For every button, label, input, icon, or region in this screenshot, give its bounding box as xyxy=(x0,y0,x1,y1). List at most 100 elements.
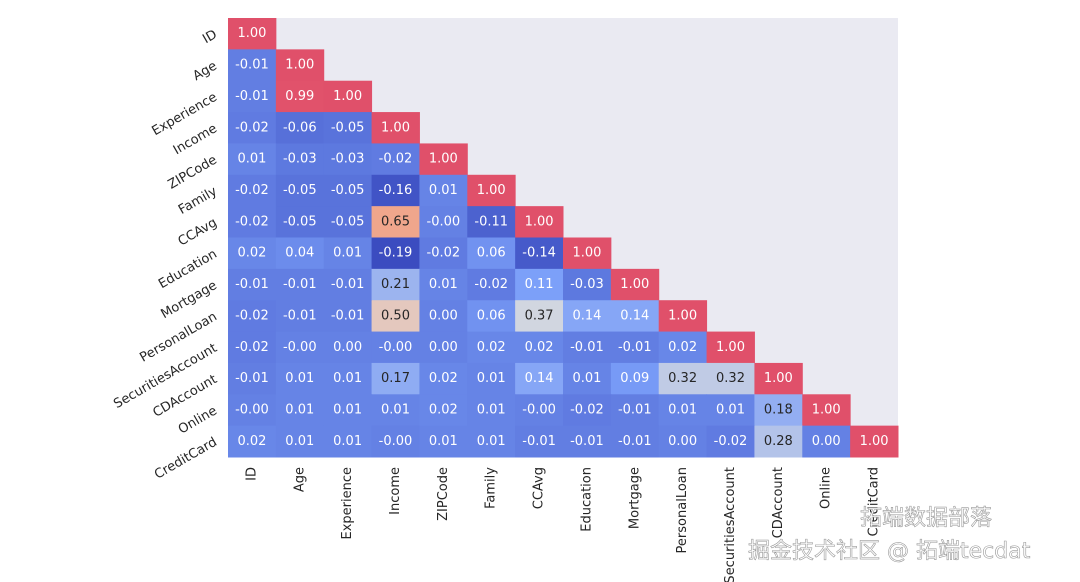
heatmap-cell xyxy=(275,49,325,82)
heatmap-cell xyxy=(323,362,373,395)
heatmap-cell xyxy=(563,237,612,270)
heatmap-cell xyxy=(419,331,468,364)
heatmap-cell xyxy=(658,300,708,333)
cell-label: 0.28 xyxy=(764,434,793,449)
heatmap-cell xyxy=(563,362,612,395)
heatmap-cell xyxy=(371,206,420,238)
heatmap-cell xyxy=(706,425,755,458)
cell-label: -0.01 xyxy=(235,89,269,104)
cell-label: -0.14 xyxy=(522,246,556,261)
heatmap-cell xyxy=(275,425,325,458)
cell-label: 0.14 xyxy=(572,308,601,323)
heatmap-cell xyxy=(515,362,564,395)
heatmap-cell xyxy=(323,300,373,333)
watermark-group: 拓端数据部落 掘金技术社区 @ 拓端tecdat xyxy=(748,506,1031,565)
heatmap-cell xyxy=(371,425,420,458)
heatmap-cell xyxy=(275,206,325,238)
cell-label: -0.00 xyxy=(427,214,461,229)
heatmap-cell xyxy=(323,143,373,176)
cell-label: 1.00 xyxy=(429,152,458,167)
x-tick-label: PersonalLoan xyxy=(675,467,690,553)
cell-label: 0.04 xyxy=(285,246,314,261)
heatmap-cell xyxy=(419,300,468,333)
heatmap-cell xyxy=(323,394,373,427)
heatmap-cell xyxy=(610,331,660,364)
cell-label: -0.00 xyxy=(379,340,413,355)
heatmap-cell xyxy=(275,300,325,333)
heatmap-cell xyxy=(323,331,373,364)
x-tick-label: Online xyxy=(819,467,834,509)
heatmap-cell xyxy=(467,394,516,427)
cell-label: -0.03 xyxy=(570,277,604,292)
cell-label: -0.01 xyxy=(570,434,604,449)
heatmap-cell xyxy=(419,143,468,176)
cell-label: 0.99 xyxy=(285,89,314,104)
heatmap-cell xyxy=(515,206,564,238)
x-tick-label: CCAvg xyxy=(532,467,547,509)
cell-label: 0.32 xyxy=(716,371,745,386)
heatmap-cell xyxy=(371,300,420,333)
cell-label: 0.00 xyxy=(668,434,697,449)
heatmap-cell xyxy=(563,331,612,364)
cell-label: 0.00 xyxy=(429,340,458,355)
cell-label: -0.01 xyxy=(283,308,317,323)
cell-label: 1.00 xyxy=(764,371,793,386)
cell-label: -0.00 xyxy=(522,402,556,417)
cell-label: 0.50 xyxy=(381,308,410,323)
heatmap-cell xyxy=(371,174,420,207)
cell-label: 0.65 xyxy=(381,214,410,229)
heatmap-cell xyxy=(371,237,420,270)
heatmap-cell xyxy=(515,268,564,301)
cell-label: 0.14 xyxy=(620,308,649,323)
cell-label: -0.02 xyxy=(235,183,269,198)
heatmap-cell xyxy=(850,425,899,458)
heatmap-cell xyxy=(515,237,564,270)
y-tick-label: Online xyxy=(176,403,220,437)
heatmap-cell xyxy=(658,362,708,395)
heatmap-cell xyxy=(610,268,660,301)
cell-label: -0.05 xyxy=(283,214,317,229)
cell-label: 0.01 xyxy=(333,434,362,449)
heatmap-cell xyxy=(515,300,564,333)
heatmap-cell xyxy=(610,300,660,333)
cell-label: -0.06 xyxy=(283,120,317,135)
cell-label: -0.01 xyxy=(331,308,365,323)
heatmap-cell xyxy=(275,174,325,207)
heatmap-cell xyxy=(371,112,420,144)
cell-label: 0.06 xyxy=(477,246,506,261)
heatmap-cell xyxy=(419,174,468,207)
cell-label: 1.00 xyxy=(333,89,362,104)
heatmap-cell xyxy=(228,49,277,82)
heatmap-cell xyxy=(419,425,468,458)
cell-label: 1.00 xyxy=(237,26,266,41)
cell-label: 0.02 xyxy=(525,340,554,355)
heatmap-cell xyxy=(706,394,755,427)
heatmap-cell xyxy=(228,143,277,176)
x-tick-label: Age xyxy=(292,467,307,492)
cell-label: 1.00 xyxy=(668,308,697,323)
cell-label: -0.01 xyxy=(235,371,269,386)
cell-label: 0.17 xyxy=(381,371,410,386)
cell-label: 0.01 xyxy=(716,402,745,417)
cell-label: 0.02 xyxy=(429,402,458,417)
heatmap-cell xyxy=(228,206,277,238)
heatmap-cell xyxy=(323,425,373,458)
cell-label: -0.01 xyxy=(331,277,365,292)
heatmap-cell xyxy=(371,394,420,427)
heatmap-cell xyxy=(275,237,325,270)
heatmap-cell xyxy=(610,362,660,395)
cell-label: -0.00 xyxy=(235,402,269,417)
heatmap-cell xyxy=(323,268,373,301)
heatmap-cell xyxy=(515,394,564,427)
x-tick-label: Experience xyxy=(340,467,355,540)
x-tick-label: SecuritiesAccount xyxy=(723,467,738,582)
cell-label: -0.05 xyxy=(283,183,317,198)
cell-label: -0.05 xyxy=(331,120,365,135)
cell-label: 1.00 xyxy=(525,214,554,229)
cell-label: 0.00 xyxy=(333,340,362,355)
cell-label: 0.01 xyxy=(429,183,458,198)
heatmap-cell xyxy=(563,268,612,301)
heatmap-cell xyxy=(228,80,277,113)
cell-label: 0.06 xyxy=(477,308,506,323)
cell-label: -0.01 xyxy=(618,402,652,417)
